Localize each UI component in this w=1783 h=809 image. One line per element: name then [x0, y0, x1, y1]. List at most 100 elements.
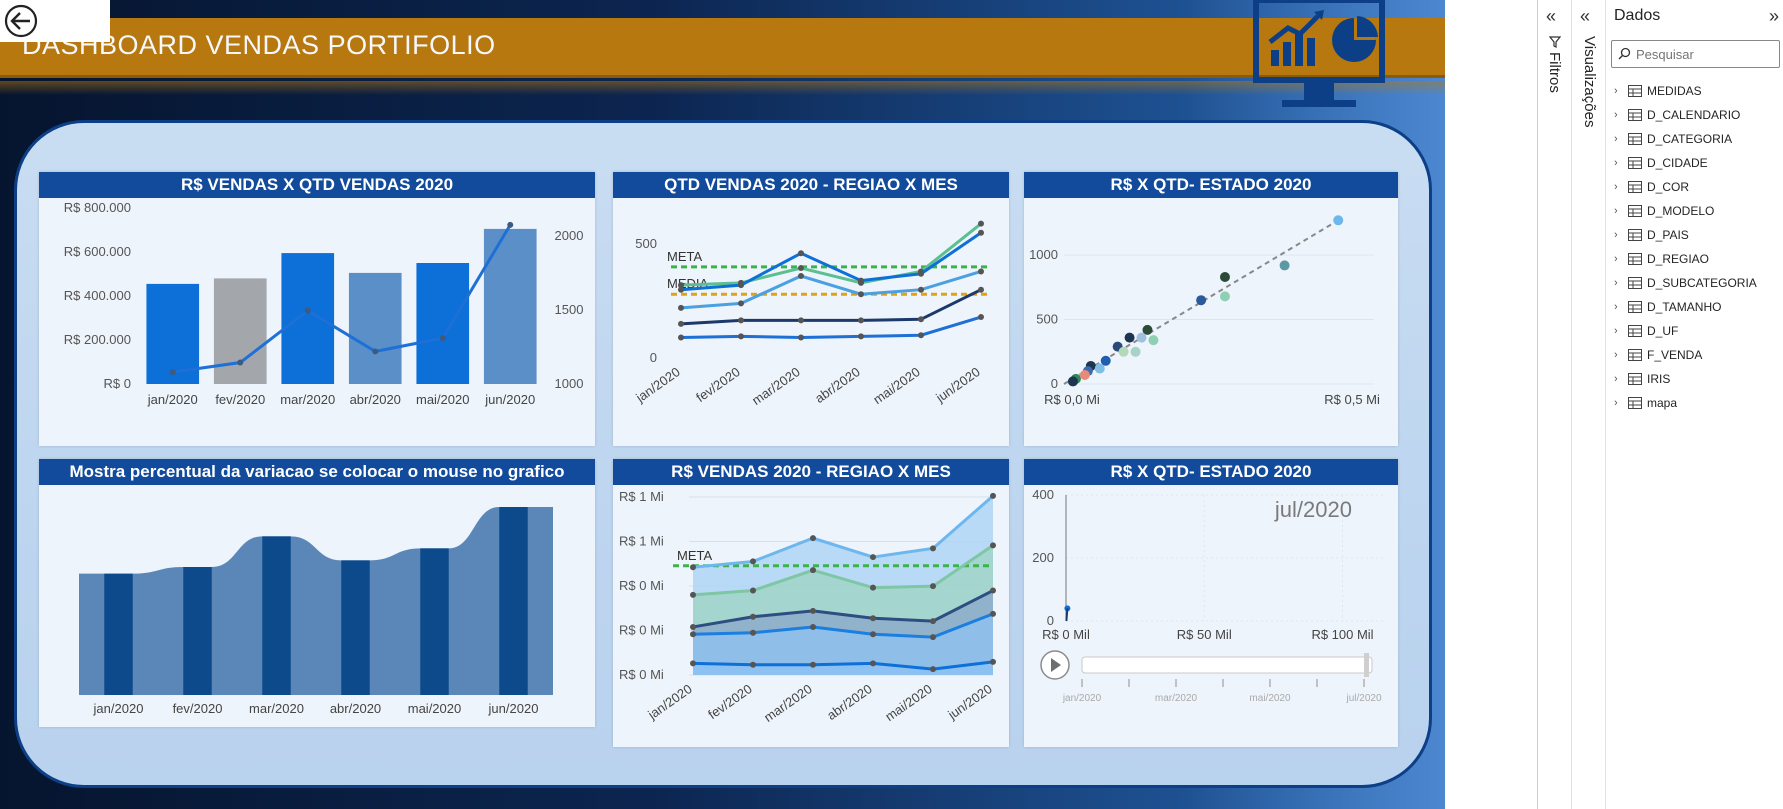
scatter-point [1142, 324, 1153, 335]
x-tick-label: mar/2020 [249, 701, 304, 716]
chevron-right-icon[interactable]: › [1614, 277, 1618, 289]
line-point [750, 629, 756, 636]
line-point [870, 631, 876, 638]
filters-pane-toggle[interactable]: Filtros [1546, 36, 1563, 93]
state-scatter-card[interactable]: R$ X QTD- ESTADO 2020 1000 500 0 R$ 0,0 Mi R… [1024, 172, 1398, 446]
chevron-right-icon[interactable]: › [1614, 397, 1618, 409]
table-item[interactable]: › D_CALENDARIO [1614, 103, 1782, 127]
table-item[interactable]: › D_SUBCATEGORIA [1614, 271, 1782, 295]
series-line [692, 494, 994, 569]
table-name: IRIS [1647, 372, 1671, 386]
bar [213, 278, 267, 384]
chevron-right-icon[interactable]: › [1614, 205, 1618, 217]
line-point [930, 583, 936, 590]
table-name: D_CALENDARIO [1647, 108, 1741, 122]
visualizations-label[interactable]: Visualizações [1581, 36, 1598, 128]
line-point [870, 615, 876, 622]
chevron-double-left-icon[interactable]: « [1580, 6, 1591, 26]
chevron-right-icon[interactable]: › [1614, 181, 1618, 193]
table-item[interactable]: › D_CIDADE [1614, 151, 1782, 175]
line-point [858, 333, 864, 340]
card-title: R$ X QTD- ESTADO 2020 [1024, 172, 1398, 198]
search-input[interactable] [1636, 44, 1776, 64]
chevron-right-icon[interactable]: › [1614, 157, 1618, 169]
table-item[interactable]: › D_MODELO [1614, 199, 1782, 223]
line-point [678, 286, 684, 293]
x-tick-label: R$ 0,0 Mi [1044, 392, 1100, 407]
card-title: QTD VENDAS 2020 - REGIAO X MES [613, 172, 1009, 198]
table-item[interactable]: › MEDIDAS [1614, 79, 1782, 103]
table-icon [1628, 325, 1642, 337]
scatter-point [1279, 260, 1290, 271]
line-point [990, 492, 996, 499]
line-point [798, 273, 804, 280]
table-icon [1628, 397, 1642, 409]
table-item[interactable]: › D_CATEGORIA [1614, 127, 1782, 151]
table-item[interactable]: › D_TAMANHO [1614, 295, 1782, 319]
variation-area [79, 507, 553, 695]
table-item[interactable]: › D_UF [1614, 319, 1782, 343]
bar [341, 560, 370, 695]
line-point [978, 229, 984, 236]
table-icon [1628, 157, 1642, 169]
line-point [978, 286, 984, 293]
chevron-double-right-icon[interactable]: » [1768, 6, 1779, 26]
chevron-right-icon[interactable]: › [1614, 109, 1618, 121]
table-icon [1628, 133, 1642, 145]
line-point [690, 631, 696, 638]
table-item[interactable]: › IRIS [1614, 367, 1782, 391]
sales-vs-quantity-chart[interactable]: R$ 800.000 R$ 600.000 R$ 400.000 R$ 200.000… [39, 198, 595, 446]
filters-pane[interactable]: « Filtros [1537, 0, 1571, 809]
line-point [750, 587, 756, 594]
state-animated-scatter-card[interactable]: R$ X QTD- ESTADO 2020 400 200 0 R$ 0 Mil R$ … [1024, 459, 1398, 747]
visualizations-pane[interactable]: « Visualizações [1571, 0, 1605, 809]
sales-region-month-chart[interactable]: R$ 1 Mi R$ 1 Mi R$ 0 Mi R$ 0 Mi R$ 0 Mi META j… [613, 485, 1009, 747]
variation-card[interactable]: Mostra percentual da variacao se colocar… [39, 459, 595, 727]
scatter-point [1130, 346, 1141, 357]
table-name: D_UF [1647, 324, 1679, 338]
y-tick-label: R$ 0 [104, 376, 131, 391]
y-tick-label: 400 [1032, 487, 1054, 502]
chevron-right-icon[interactable]: › [1614, 85, 1618, 97]
chevron-right-icon[interactable]: › [1614, 133, 1618, 145]
y-tick-label: R$ 0 Mi [619, 578, 664, 593]
table-item[interactable]: › F_VENDA [1614, 343, 1782, 367]
table-item[interactable]: › D_COR [1614, 175, 1782, 199]
table-item[interactable]: › D_REGIAO [1614, 247, 1782, 271]
qty-region-month-card[interactable]: QTD VENDAS 2020 - REGIAO X MES 500 0 META M… [613, 172, 1009, 446]
line-point [930, 666, 936, 673]
sales-vs-quantity-card[interactable]: R$ VENDAS X QTD VENDAS 2020 R$ 800.000 R$… [39, 172, 595, 446]
x-tick-label: R$ 0 Mil [1042, 627, 1090, 642]
chevron-double-left-icon[interactable]: « [1546, 6, 1557, 26]
search-box[interactable] [1611, 40, 1780, 68]
line-point [738, 333, 744, 340]
chevron-right-icon[interactable]: › [1614, 301, 1618, 313]
table-item[interactable]: › D_PAIS [1614, 223, 1782, 247]
bar [281, 253, 335, 384]
chevron-right-icon[interactable]: › [1614, 229, 1618, 241]
variation-chart[interactable]: jan/2020 fev/2020 mar/2020 abr/2020 mai/2020… [39, 485, 595, 727]
filter-icon [1548, 36, 1561, 48]
line-point [690, 591, 696, 598]
back-arrow-icon[interactable] [4, 4, 38, 38]
line-point [690, 660, 696, 667]
play-axis-thumb[interactable] [1364, 653, 1369, 677]
state-animated-scatter-chart[interactable]: 400 200 0R$ 0 Mil R$ 50 Mil R$ 100 Mil jul/20… [1024, 485, 1398, 747]
title-banner [0, 18, 1445, 78]
scatter-point [1219, 272, 1230, 283]
x-tick-label: fev/2020 [215, 392, 265, 407]
chevron-right-icon[interactable]: › [1614, 349, 1618, 361]
y-tick-label: R$ 0 Mi [619, 623, 664, 638]
series-line [692, 589, 994, 629]
table-item[interactable]: › mapa [1614, 391, 1782, 415]
state-scatter-chart[interactable]: 1000 500 0R$ 0,0 Mi R$ 0,5 Mi [1024, 198, 1398, 446]
y-tick-label: 1000 [1029, 247, 1058, 262]
chevron-right-icon[interactable]: › [1614, 325, 1618, 337]
sales-region-month-card[interactable]: R$ VENDAS 2020 - REGIAO X MES R$ 1 Mi R$ … [613, 459, 1009, 747]
chevron-right-icon[interactable]: › [1614, 373, 1618, 385]
y-tick-label: R$ 0 Mi [619, 667, 664, 682]
chevron-right-icon[interactable]: › [1614, 253, 1618, 265]
play-axis-track[interactable] [1081, 656, 1373, 674]
play-button[interactable] [1040, 650, 1070, 680]
